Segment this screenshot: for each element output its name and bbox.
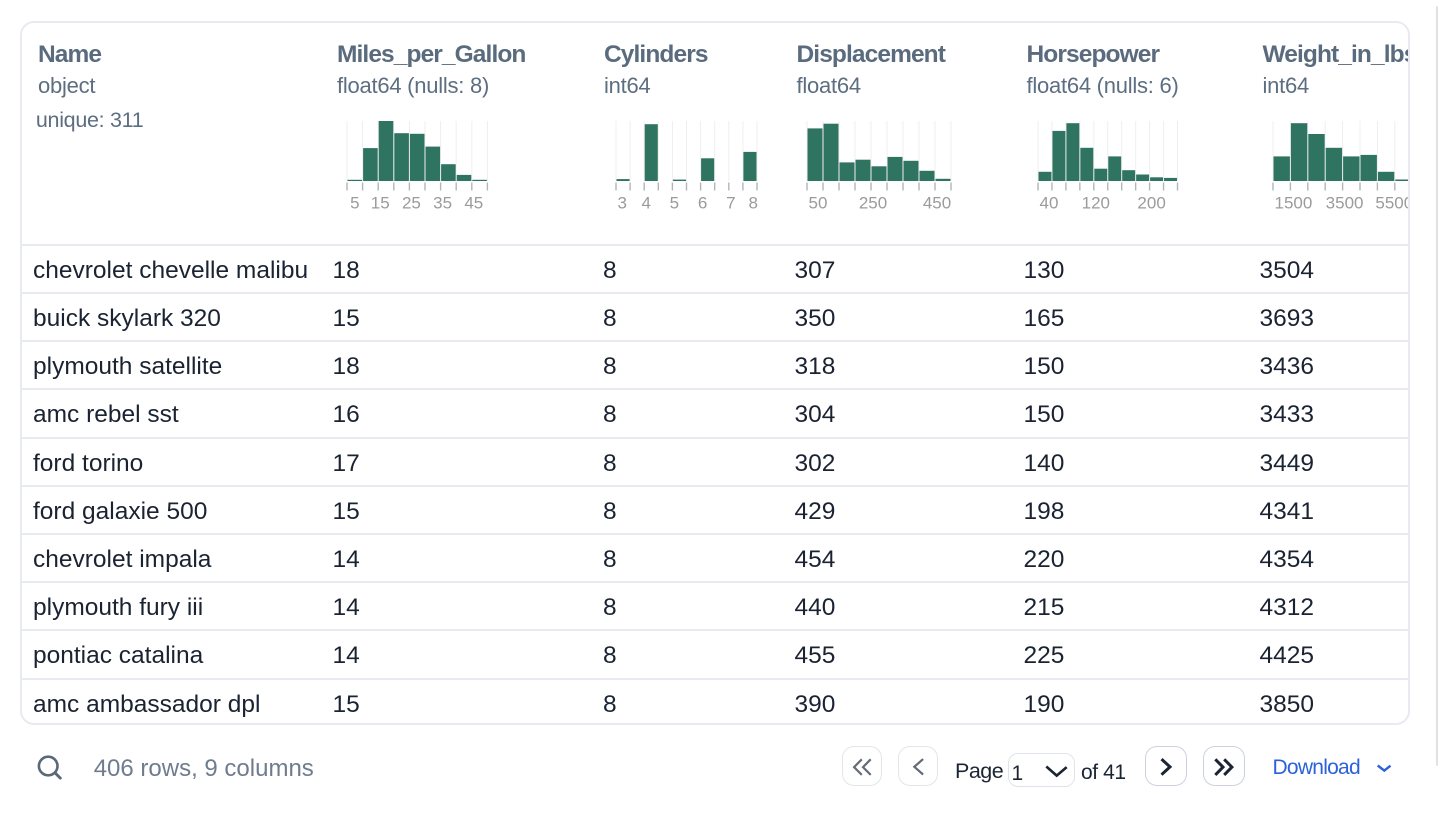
svg-text:50: 50 bbox=[808, 193, 827, 212]
svg-text:250: 250 bbox=[859, 193, 887, 212]
svg-text:450: 450 bbox=[923, 193, 951, 212]
svg-text:4: 4 bbox=[641, 193, 650, 212]
svg-text:5: 5 bbox=[350, 193, 359, 212]
svg-text:120: 120 bbox=[1082, 193, 1110, 212]
svg-text:5: 5 bbox=[669, 193, 678, 212]
svg-text:1500: 1500 bbox=[1275, 193, 1313, 212]
svg-text:200: 200 bbox=[1137, 193, 1165, 212]
svg-text:5500: 5500 bbox=[1376, 193, 1410, 212]
svg-text:8: 8 bbox=[748, 193, 757, 212]
svg-text:3500: 3500 bbox=[1326, 193, 1364, 212]
svg-text:7: 7 bbox=[726, 193, 735, 212]
svg-text:45: 45 bbox=[464, 193, 483, 212]
svg-text:40: 40 bbox=[1040, 193, 1059, 212]
svg-text:6: 6 bbox=[698, 193, 707, 212]
svg-text:15: 15 bbox=[370, 193, 389, 212]
svg-text:3: 3 bbox=[617, 193, 626, 212]
svg-text:35: 35 bbox=[433, 193, 452, 212]
svg-text:25: 25 bbox=[402, 193, 421, 212]
